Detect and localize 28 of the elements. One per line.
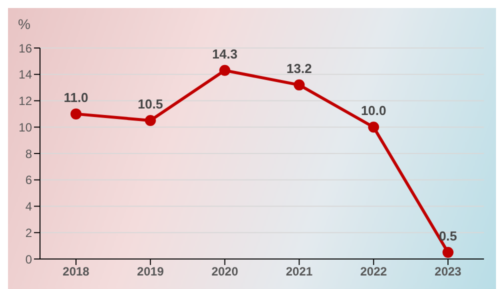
y-tick-label: 2 [25,226,32,240]
y-tick-label: 8 [25,146,32,161]
point [368,122,380,133]
point [442,246,454,258]
data-label: 10.5 [138,96,164,112]
x-tick-label: 2021 [286,264,313,279]
y-tick-label: 4 [25,200,32,214]
y-tick-label: 16 [18,41,32,56]
x-tick-label: 2018 [62,264,90,279]
point [219,64,230,76]
data-label: 0.5 [438,228,458,244]
y-tick-label: 6 [25,173,32,188]
data-label: 13.2 [286,60,312,76]
y-tick-label: 10 [18,120,32,134]
data-label: 11.0 [64,90,88,105]
x-tick-label: 2023 [434,264,462,279]
point [144,115,156,126]
x-tick-label: 2019 [137,264,164,279]
point [294,79,305,90]
data-label: 14.3 [212,46,238,62]
x-tick-label: 2020 [211,264,238,279]
point [70,108,82,120]
x-tick-label: 2022 [360,264,388,279]
y-tick-label: 12 [18,94,32,108]
y-tick-label: 0 [25,252,32,266]
data-label: 10.0 [360,103,386,118]
y-axis-title: % [18,16,30,32]
y-tick-label: 14 [18,68,32,82]
